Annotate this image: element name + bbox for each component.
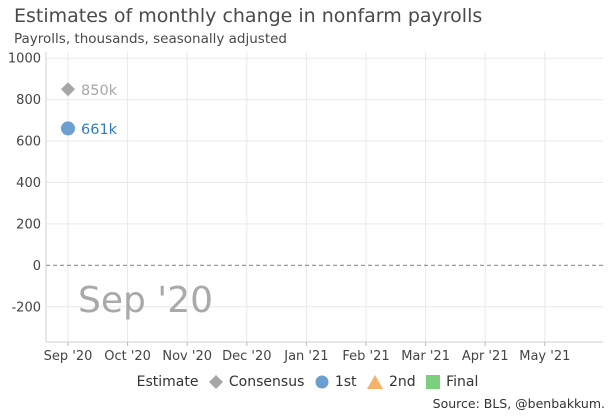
first-estimate-point: [61, 121, 75, 136]
legend-item-consensus[interactable]: Consensus: [208, 374, 305, 390]
x-tick-label: Apr '21: [462, 349, 509, 364]
y-tick-label: 200: [16, 217, 41, 232]
legend-label-2nd: 2nd: [388, 374, 416, 390]
chart-subtitle: Payrolls, thousands, seasonally adjusted: [14, 31, 288, 47]
legend-title: Estimate: [136, 374, 199, 390]
legend-item-2nd[interactable]: 2nd: [366, 374, 416, 390]
x-tick-label: Jan '21: [283, 349, 328, 364]
circle-icon: [315, 375, 329, 389]
chart-title: Estimates of monthly change in nonfarm p…: [14, 5, 483, 27]
legend-label-consensus: Consensus: [228, 374, 305, 390]
legend-label-1st: 1st: [334, 374, 357, 390]
x-tick-label: Sep '20: [44, 349, 93, 364]
legend-label-final: Final: [446, 374, 479, 390]
diamond-icon: [208, 375, 223, 389]
legend: Estimate Consensus 1st 2nd Final: [0, 374, 615, 390]
y-tick-label: 400: [16, 176, 41, 191]
triangle-icon: [366, 375, 383, 389]
x-tick-label: Oct '20: [104, 349, 151, 364]
y-tick-label: -200: [11, 300, 41, 315]
y-tick-label: 0: [33, 259, 41, 274]
square-icon: [426, 375, 441, 389]
y-tick-label: 800: [16, 93, 41, 108]
source-note: Source: BLS, @benbakkum.: [432, 396, 605, 411]
data-label: 661k: [81, 122, 118, 138]
x-tick-label: Mar '21: [401, 349, 450, 364]
y-tick-label: 600: [16, 135, 41, 150]
consensus-point: [61, 82, 75, 97]
x-tick-label: May '21: [519, 349, 570, 364]
legend-item-final[interactable]: Final: [426, 374, 478, 390]
y-tick-label: 1000: [8, 52, 41, 67]
x-tick-label: Dec '20: [222, 349, 271, 364]
x-tick-label: Nov '20: [162, 349, 212, 364]
data-label: 850k: [81, 83, 118, 99]
month-watermark: Sep '20: [78, 280, 213, 321]
x-tick-label: Feb '21: [342, 349, 389, 364]
legend-item-1st[interactable]: 1st: [315, 374, 357, 390]
